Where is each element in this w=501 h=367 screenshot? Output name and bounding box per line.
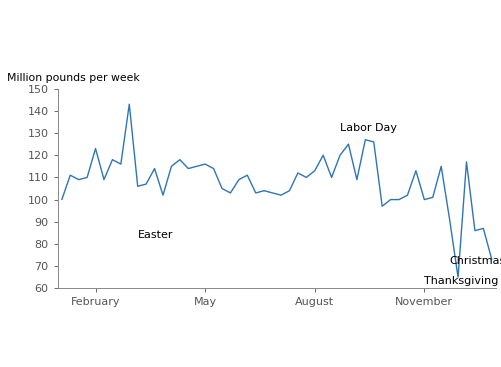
Text: Thanksgiving: Thanksgiving xyxy=(424,276,498,286)
Text: Purchases of fresh beef declined at Easter, Thanksgiving,
and Christmas, 1998: Purchases of fresh beef declined at East… xyxy=(6,9,421,38)
Text: Christmas: Christmas xyxy=(449,256,501,266)
Text: Source: USDA, Economic Research Service, using data from the Nielsen Homescan
Pa: Source: USDA, Economic Research Service,… xyxy=(6,335,419,357)
Text: Easter: Easter xyxy=(138,229,173,240)
Text: Million pounds per week: Million pounds per week xyxy=(7,73,140,83)
Text: Labor Day: Labor Day xyxy=(340,123,397,133)
